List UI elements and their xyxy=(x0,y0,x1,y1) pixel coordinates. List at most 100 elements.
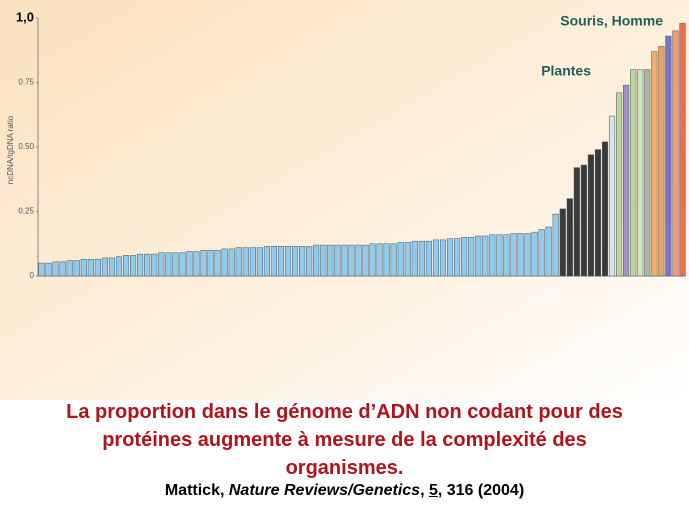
bar xyxy=(355,244,362,277)
y-axis-label: ncDNA/tgDNA ratio xyxy=(6,115,15,184)
bar xyxy=(665,35,672,277)
bar xyxy=(594,149,602,277)
bar xyxy=(179,252,186,277)
bar xyxy=(235,247,242,277)
bar xyxy=(383,243,390,277)
y-tick-label: 0.50 xyxy=(18,142,34,151)
bar xyxy=(418,240,425,277)
bar xyxy=(320,244,327,277)
bar xyxy=(475,235,482,277)
y-tick-label: 0.75 xyxy=(18,78,34,87)
bar xyxy=(439,239,447,277)
chart: ncDNA/tgDNA ratio Souris, Homme Plantes … xyxy=(0,0,689,400)
bar xyxy=(545,226,552,277)
bar xyxy=(299,246,306,277)
bar xyxy=(510,233,517,277)
bar xyxy=(397,242,404,277)
citation-rest: , 316 (2004) xyxy=(437,482,525,499)
citation: Mattick, Nature Reviews/Genetics, 5, 316… xyxy=(0,482,689,500)
caption: La proportion dans le génome d’ADN non c… xyxy=(66,401,623,423)
bar xyxy=(672,30,679,277)
bar xyxy=(531,231,538,277)
bar xyxy=(130,255,137,277)
bar xyxy=(425,240,432,277)
bar xyxy=(228,248,235,277)
bar xyxy=(496,234,503,277)
bar xyxy=(658,46,665,277)
bar xyxy=(115,256,123,277)
bar xyxy=(411,240,418,277)
bar xyxy=(80,258,87,277)
bar xyxy=(580,164,587,277)
bar xyxy=(376,243,383,277)
bar xyxy=(566,198,573,277)
bar xyxy=(601,141,609,277)
bar xyxy=(221,248,228,277)
bar xyxy=(390,243,397,277)
bar xyxy=(284,246,292,277)
bar xyxy=(559,208,566,277)
bar xyxy=(517,233,524,277)
bar xyxy=(432,239,440,277)
citation-volume: 5 xyxy=(428,482,438,499)
bar xyxy=(482,235,489,277)
bar xyxy=(214,249,221,277)
bar xyxy=(137,253,144,277)
bar xyxy=(200,249,207,277)
bar xyxy=(524,233,531,277)
bar xyxy=(446,238,454,277)
citation-author: Mattick, xyxy=(164,482,229,499)
bar xyxy=(630,69,637,277)
bar xyxy=(59,261,66,277)
bar xyxy=(242,247,249,277)
bar xyxy=(608,115,616,277)
bar xyxy=(172,252,179,277)
bar xyxy=(587,154,594,277)
bar xyxy=(623,84,630,277)
bar xyxy=(503,234,510,277)
bar xyxy=(101,257,108,277)
bar xyxy=(644,69,651,277)
bar xyxy=(468,237,475,277)
bar xyxy=(369,243,376,277)
bar xyxy=(207,249,214,277)
bar xyxy=(362,244,369,277)
bar xyxy=(327,244,334,277)
bar xyxy=(151,253,158,277)
caption: organismes. xyxy=(285,457,404,479)
bar xyxy=(52,261,59,277)
bar xyxy=(66,260,73,277)
annotation: Plantes xyxy=(541,63,591,79)
bar xyxy=(144,253,151,277)
y-tick-label: 0 xyxy=(30,271,35,280)
bar xyxy=(334,244,341,277)
bar xyxy=(552,213,559,277)
y-tick-label: 1,0 xyxy=(16,9,34,24)
bar xyxy=(193,251,200,277)
y-tick-label: 0.25 xyxy=(18,207,34,216)
bar xyxy=(186,251,193,277)
bar xyxy=(263,246,270,277)
bar xyxy=(292,246,299,277)
bar xyxy=(45,262,52,277)
caption: protéines augmente à mesure de la comple… xyxy=(102,429,587,451)
annotation: Souris, Homme xyxy=(560,13,663,29)
bar xyxy=(249,247,256,277)
bar xyxy=(461,237,468,277)
citation-sep: , xyxy=(420,482,429,499)
bar xyxy=(341,244,348,277)
bar xyxy=(87,258,94,277)
bar xyxy=(616,92,623,277)
bar xyxy=(404,242,411,277)
bar xyxy=(573,167,580,277)
bar xyxy=(306,246,313,277)
bar xyxy=(313,244,320,277)
bar xyxy=(637,69,644,277)
bar xyxy=(122,255,130,277)
bar xyxy=(270,246,278,277)
bar xyxy=(651,51,658,277)
bar xyxy=(348,244,355,277)
bar xyxy=(94,258,101,277)
bar xyxy=(538,229,545,277)
